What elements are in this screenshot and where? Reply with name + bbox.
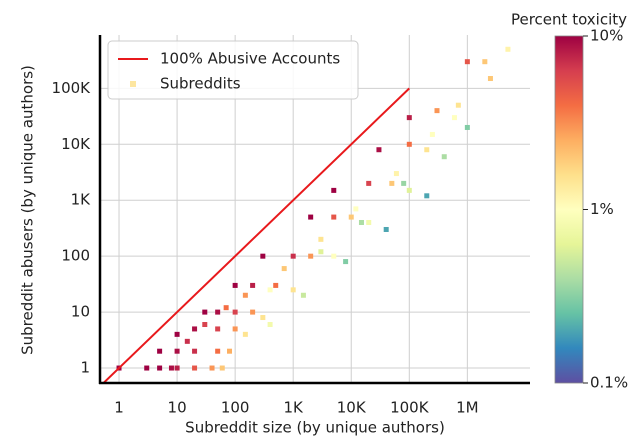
x-tick-label: 100 [221,399,250,417]
point [184,338,190,344]
legend-marker [130,81,136,87]
point [424,147,430,153]
point [393,171,399,177]
point [451,115,457,121]
point [318,249,324,255]
point [353,206,359,212]
point [174,331,180,337]
point [250,282,256,288]
point [250,309,256,315]
point [232,282,238,288]
point [157,365,163,371]
x-tick-label: 1M [456,399,479,417]
legend-label: Subreddits [160,75,241,93]
point [260,253,266,259]
point [331,253,337,259]
colorbar-title: Percent toxicity [511,11,627,29]
point [331,214,337,220]
point [406,115,412,121]
point [429,131,435,137]
colorbar-tick-label: 1% [590,200,614,218]
point [318,236,324,242]
point [144,365,150,371]
point [406,141,412,147]
point [343,259,349,265]
legend-box [107,40,359,100]
point [215,309,221,315]
colorbar-tick-label: 10% [590,27,623,45]
x-tick-label: 1 [114,399,124,417]
point [464,59,470,65]
point [168,365,174,371]
point [389,180,395,186]
point [331,187,337,193]
point [505,46,511,52]
point [308,214,314,220]
point [300,292,306,298]
point [174,365,180,371]
points [116,46,511,371]
point [267,287,273,293]
point [441,154,447,160]
point [482,59,488,65]
point [219,365,225,371]
legend-label: 100% Abusive Accounts [160,50,340,68]
point [281,266,287,272]
foreground: 1 10 100 1K 10K 100K 1M 1 10 100 1K 10K 100K 100% Abu… [52,27,629,417]
point [202,322,208,328]
point [308,253,314,259]
point [232,309,238,315]
point [401,180,407,186]
point [260,315,266,321]
point [424,193,430,199]
x-tick-label: 10 [168,399,187,417]
point [455,102,461,108]
colorbar-tick-label: 0.1% [590,374,628,392]
y-tick-label: 1 [80,359,90,377]
y-tick-label: 10 [71,303,90,321]
y-tick-label: 100K [52,79,92,97]
point [227,348,233,354]
point [348,214,354,220]
point [192,365,198,371]
point [202,309,208,315]
point [215,326,221,332]
point [487,76,493,82]
point [383,226,389,232]
point [290,253,296,259]
point [192,326,198,332]
point [192,348,198,354]
point [232,326,238,332]
point [366,180,372,186]
y-tick-label: 1K [71,191,92,209]
y-axis-label: Subreddit abusers (by unique authors) [19,65,37,355]
point [223,305,229,311]
colorbar [554,35,584,384]
point [215,348,221,354]
x-tick-label: 1K [283,399,304,417]
x-tick-label: 10K [337,399,367,417]
point [273,282,279,288]
y-tick-label: 100 [61,247,90,265]
point [174,348,180,354]
point [242,292,248,298]
x-axis-label: Subreddit size (by unique authors) [185,419,445,437]
point [242,331,248,337]
y-tick-label: 10K [61,135,91,153]
point [267,322,273,328]
x-tick-label: 100K [390,399,430,417]
reference-line [102,87,410,384]
point [157,348,163,354]
point [209,365,215,371]
point [366,219,372,225]
point [464,124,470,130]
point [406,187,412,193]
point [434,108,440,114]
point [290,287,296,293]
point [376,147,382,153]
point [358,219,364,225]
